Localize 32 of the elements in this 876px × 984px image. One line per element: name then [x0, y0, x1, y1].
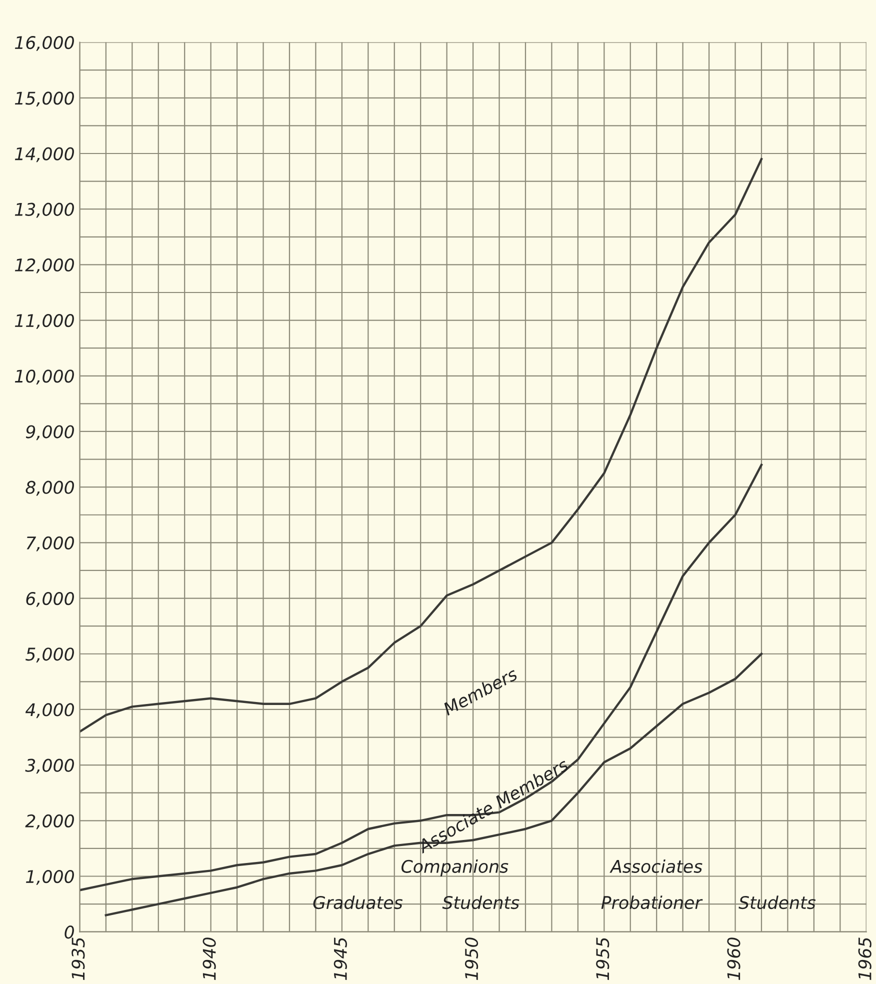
y-tick-label: 16,000: [14, 36, 74, 51]
y-tick-label: 6,000: [26, 592, 74, 607]
y-tick-label: 11,000: [14, 314, 74, 329]
annotation: Students: [738, 896, 816, 910]
y-tick-label: 5,000: [26, 648, 74, 662]
y-tick-label: 15,000: [14, 92, 74, 107]
annotation: Companions: [402, 860, 508, 876]
y-tick-label: 14,000: [14, 147, 74, 162]
x-tick-label: 1940: [202, 938, 216, 980]
y-tick-label: 9,000: [26, 425, 74, 440]
x-tick-label: 1945: [334, 938, 347, 980]
y-tick-label: 3,000: [25, 758, 74, 774]
y-tick-label: 0: [64, 926, 74, 939]
annotation: Students: [442, 896, 520, 910]
y-tick-label: 13,000: [14, 202, 74, 218]
x-tick-label: 1950: [464, 938, 478, 980]
x-tick-label: 1965: [858, 938, 872, 980]
y-tick-label: 7,000: [26, 536, 74, 552]
line-series: [80, 464, 763, 892]
annotation: Associates: [610, 860, 702, 873]
line-series: [80, 158, 763, 733]
x-tick-label: 1935: [72, 938, 85, 980]
x-tick-label: 1955: [596, 938, 610, 980]
y-tick-label: 1,000: [26, 870, 74, 885]
annotation: Probationer: [601, 896, 703, 910]
y-tick-label: 10,000: [14, 370, 74, 384]
y-tick-label: 4,000: [25, 703, 74, 718]
y-tick-label: 12,000: [14, 258, 74, 274]
x-tick-label: 1960: [727, 938, 740, 980]
annotation: Graduates: [313, 896, 403, 910]
y-tick-label: 8,000: [26, 480, 74, 496]
y-tick-label: 2,000: [25, 814, 74, 830]
